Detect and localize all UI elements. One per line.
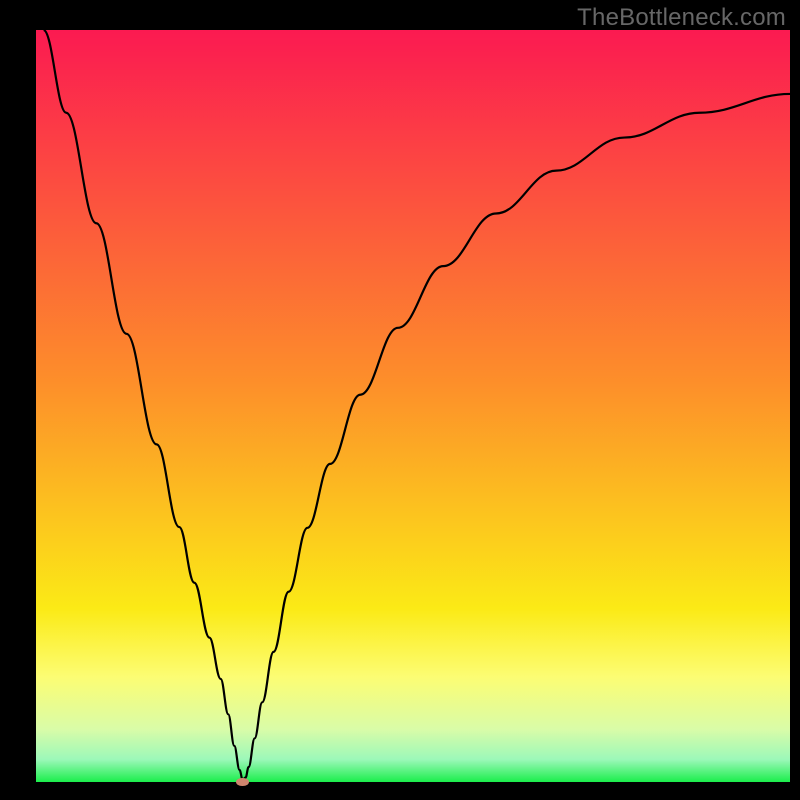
chart-frame: TheBottleneck.com [0, 0, 800, 800]
curve-path [44, 30, 790, 780]
watermark-text: TheBottleneck.com [577, 4, 786, 32]
optimum-marker [236, 778, 249, 786]
bottleneck-curve [0, 0, 800, 800]
